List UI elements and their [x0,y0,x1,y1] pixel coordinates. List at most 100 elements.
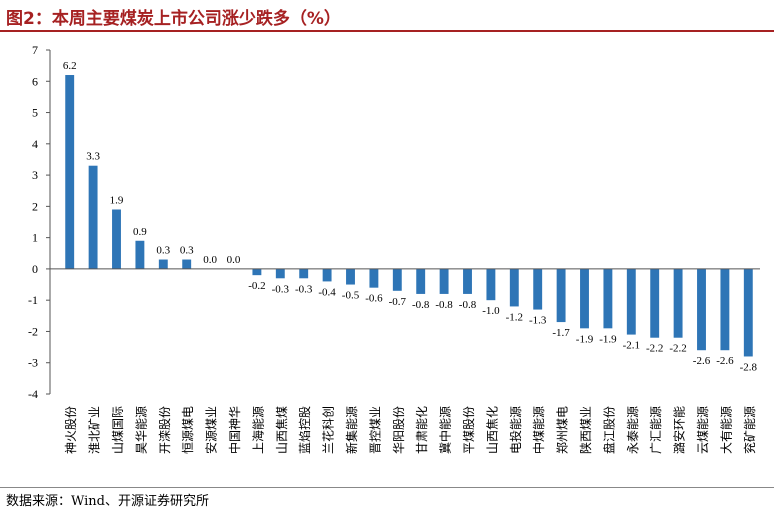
category-label: 安源煤业 [204,406,219,454]
bar [369,268,379,288]
category-label: 兰花科创 [321,406,336,454]
chart-title: 图2：本周主要煤炭上市公司涨少跌多（%） [6,9,341,29]
y-tick-label: -3 [28,356,38,370]
bar [416,268,426,294]
bar-value-label: -0.7 [389,296,407,308]
category-label: 广汇能源 [649,406,663,454]
category-label: 云煤能源 [696,406,710,454]
category-labels: 神火股份 淮北矿业 山煤国际 昊华能源 开滦股份 恒源煤电 安源煤业 中国神华 上海能源 山西焦煤… [64,406,757,454]
category-label: 山煤国际 [111,406,125,454]
category-label: 开滦股份 [157,406,172,454]
y-tick-label: -2 [28,324,38,338]
value-labels: 6.2 3.3 1.9 0.9 0.3 0.3 0.0 0.0 -0.2 -0.3 -0.3 -0.4… [63,60,758,373]
bar-value-label: -2.2 [646,343,663,355]
bar-value-label: -0.8 [435,299,453,311]
bar [463,268,472,294]
bar [322,268,332,282]
y-tick-label: 1 [32,231,38,245]
category-label: 神火股份 [64,406,78,454]
bar-value-label: -2.2 [669,343,686,355]
bar [346,268,355,285]
category-label: 华阳股份 [392,406,406,454]
bar [697,268,706,351]
y-tick-label: 2 [32,199,38,213]
title-rule [0,30,774,32]
bar-value-label: 0.0 [203,254,217,266]
category-label: 潞安环能 [672,406,687,454]
bottom-rule [0,487,774,488]
bar-value-label: -0.8 [412,299,430,311]
bar [509,268,519,307]
bar-value-label: -1.2 [506,311,523,323]
bar-value-label: 6.2 [63,60,77,72]
category-label: 中国神华 [227,406,242,454]
bar-value-label: -0.6 [365,293,383,305]
category-label: 上海能源 [250,406,265,454]
category-label: 山西焦化 [485,406,499,454]
category-label: 蓝焰控股 [297,406,312,454]
category-label: 恒源煤电 [181,406,195,454]
bar-value-label: -2.6 [693,355,711,367]
y-tick-label: 5 [32,106,38,120]
bar-value-label: -0.3 [272,283,290,295]
bar [135,240,145,269]
y-tick-label: 0 [32,262,38,276]
bar [650,268,660,338]
bar [486,268,496,301]
category-label: 昊华能源 [134,406,148,454]
y-tick-label: 7 [32,43,38,57]
bar [556,268,566,323]
bar [158,259,168,269]
bar-value-label: -1.0 [482,305,500,317]
bar [112,209,121,269]
category-label: 晋控煤业 [368,406,382,454]
bar-value-label: -2.8 [740,361,758,373]
y-tick-label: -4 [28,387,38,401]
category-label: 盘江股份 [601,406,616,454]
category-label: 兖矿能源 [742,406,757,454]
bar-value-label: 0.3 [180,245,194,257]
y-axis: -4 -3 -2 -1 0 1 2 3 4 5 6 7 [28,43,51,401]
y-tick-label: 6 [32,74,38,88]
bar-value-label: 0.0 [227,254,241,266]
bar [439,268,449,294]
bar-value-label: -0.5 [342,290,360,302]
category-label: 甘肃能化 [415,406,429,454]
y-tick-label: 3 [32,168,38,182]
bar-value-label: -1.9 [576,333,594,345]
bar-value-label: -1.7 [552,327,570,339]
category-label: 中煤能源 [531,406,546,454]
bar-value-label: -0.8 [459,299,477,311]
bar [252,268,262,276]
category-label: 大有能源 [719,406,733,454]
bar [603,268,613,329]
category-label: 冀中能源 [438,406,453,454]
category-label: 平煤股份 [462,406,476,454]
bar [88,165,98,269]
source-note: 数据来源：Wind、开源证券研究所 [6,494,209,509]
category-label: 陕西煤业 [578,406,593,454]
category-label: 新集能源 [344,406,359,454]
bar-value-label: 0.9 [133,226,147,238]
bar-value-label: -1.9 [599,333,617,345]
bar [182,259,192,269]
bar [533,268,543,310]
bar [743,268,753,357]
bar-value-label: 0.3 [156,245,170,257]
y-tick-label: 4 [32,137,38,151]
category-label: 永泰能源 [626,406,640,454]
bar-value-label: -0.2 [248,280,265,292]
y-tick-label: -1 [28,293,38,307]
category-label: 电投能源 [508,406,523,454]
bar [673,268,683,338]
bar-value-label: -2.6 [716,355,734,367]
bar [392,268,402,291]
bar [626,268,636,335]
bar [720,268,730,351]
category-label: 山西焦煤 [275,406,289,454]
bar [580,268,589,329]
bar-chart: -4 -3 -2 -1 0 1 2 3 4 5 6 7 6.2 3.3 1.9 0.9 0.3 0.3 0.0 0.… [28,43,760,454]
bar [299,268,309,279]
bars [65,75,753,357]
bar-value-label: 3.3 [86,151,100,163]
